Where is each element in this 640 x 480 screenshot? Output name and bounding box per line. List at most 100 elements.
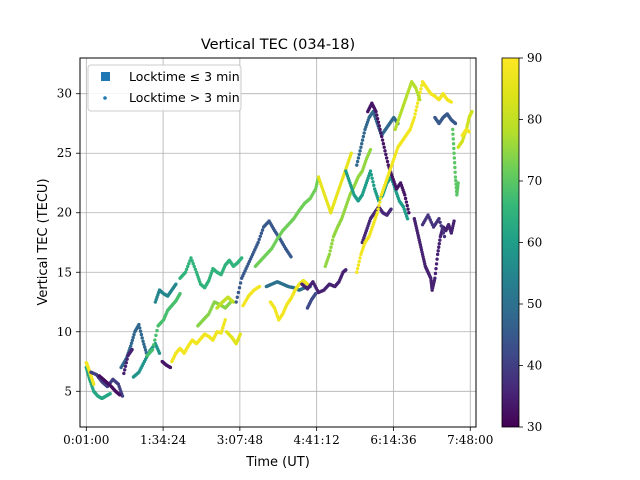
y-axis: 5 10 15 20 25 30 [57, 87, 80, 398]
data-point [403, 193, 407, 197]
data-point [260, 228, 265, 232]
data-point [384, 156, 389, 160]
data-point [436, 249, 440, 253]
data-point [433, 276, 437, 280]
data-point [178, 291, 182, 296]
data-point [125, 357, 129, 361]
data-point [405, 216, 410, 221]
data-point [442, 234, 447, 239]
data-point [452, 161, 457, 165]
data-point [153, 338, 157, 342]
data-point [380, 134, 384, 139]
data-point [359, 145, 363, 149]
legend: Locktime ≤ 3 min Locktime > 3 min [87, 64, 242, 112]
data-point [452, 156, 457, 160]
data-point [375, 211, 380, 215]
data-point [451, 127, 455, 132]
x-tick-label: 4:41:12 [294, 433, 340, 447]
legend-label-locktime-short: Locktime ≤ 3 min [129, 69, 240, 84]
data-point [184, 267, 189, 272]
data-point [453, 175, 458, 179]
data-point [405, 203, 409, 208]
data-point [258, 234, 263, 239]
data-point [187, 261, 191, 266]
data-point [378, 127, 382, 132]
data-point [235, 295, 240, 299]
data-point [406, 207, 410, 211]
data-point [453, 121, 458, 126]
data-point [452, 151, 456, 155]
data-point [157, 351, 162, 355]
data-point [357, 259, 361, 264]
data-point [356, 263, 361, 267]
data-point [369, 172, 374, 177]
data-point [438, 220, 442, 224]
x-tick-label: 0:01:00 [63, 433, 109, 447]
y-tick-label: 5 [64, 384, 72, 398]
data-point [137, 322, 141, 327]
data-point [439, 224, 443, 228]
data-point [380, 138, 385, 142]
colorbar-tick-label: 40 [527, 359, 542, 373]
data-point [368, 169, 373, 173]
colorbar-tick-label: 70 [527, 174, 542, 188]
data-point [222, 320, 227, 325]
data-point [434, 266, 438, 271]
data-point [355, 159, 360, 164]
data-point [361, 134, 366, 139]
data-point [118, 393, 122, 397]
data-point [256, 240, 260, 245]
data-point [355, 270, 359, 274]
legend-box [87, 64, 242, 112]
data-point [174, 282, 178, 286]
data-point [186, 264, 190, 269]
data-point [451, 142, 456, 146]
data-point [368, 147, 373, 152]
data-point [221, 323, 226, 327]
data-point [449, 100, 454, 104]
data-point [330, 241, 334, 246]
data-point [407, 211, 411, 215]
data-point [383, 149, 387, 153]
data-point [358, 149, 362, 153]
data-point [451, 137, 455, 141]
x-tick-label: 1:34:24 [140, 433, 187, 447]
data-point [329, 245, 333, 249]
x-tick-label: 3:07:48 [217, 433, 263, 447]
data-point [379, 131, 383, 135]
data-point [456, 181, 460, 185]
data-points [84, 80, 474, 401]
data-point [451, 132, 455, 136]
data-point [413, 112, 417, 116]
chart-title: Vertical TEC (034-18) [201, 37, 355, 53]
data-point [150, 347, 155, 352]
data-point [128, 344, 133, 348]
x-tick-label: 6:14:36 [370, 433, 416, 447]
data-point [305, 282, 310, 286]
data-point [362, 131, 366, 135]
data-point [453, 165, 457, 170]
data-point [372, 183, 376, 188]
data-point [192, 264, 196, 269]
data-point [355, 266, 360, 271]
colorbar-tick-label: 30 [527, 420, 542, 434]
data-point [330, 238, 335, 242]
data-point [381, 142, 386, 146]
data-point [377, 203, 381, 208]
data-point [375, 113, 379, 117]
data-point [154, 333, 158, 338]
colorbar-ticks: 30 40 50 60 70 80 90 [519, 51, 542, 434]
data-point [470, 109, 474, 114]
data-point [434, 262, 439, 266]
legend-label-locktime-long: Locktime > 3 min [129, 90, 240, 105]
data-point [360, 138, 365, 142]
data-point [357, 152, 361, 157]
data-point [437, 241, 441, 246]
data-point [415, 101, 420, 105]
data-point [122, 371, 126, 376]
data-point [130, 347, 134, 352]
data-point [360, 142, 364, 146]
legend-dot-marker [103, 96, 107, 100]
data-point [124, 361, 129, 365]
data-point [403, 196, 408, 201]
